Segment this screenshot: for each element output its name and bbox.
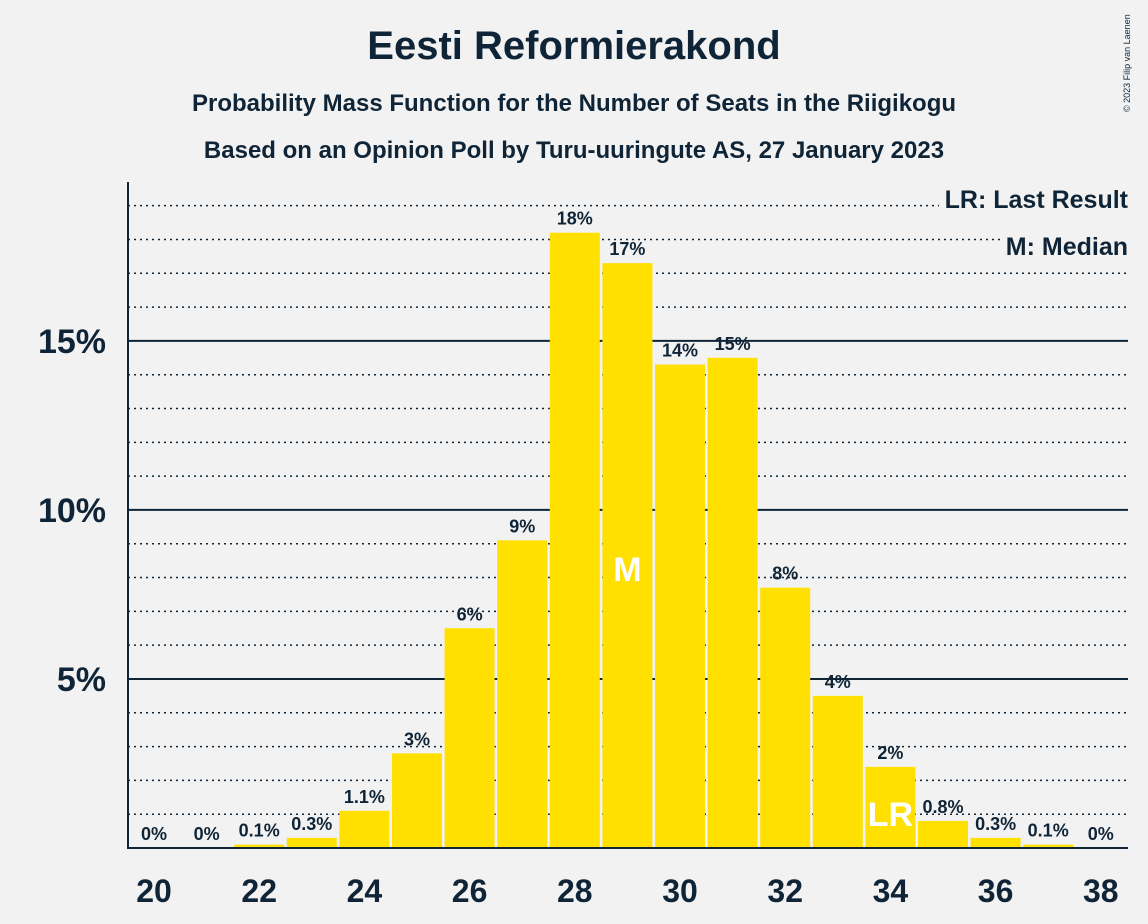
bar-27 <box>497 540 548 848</box>
y-tick-label: 15% <box>38 323 106 361</box>
bar-label-32: 8% <box>772 564 798 584</box>
bar-label-33: 4% <box>825 672 851 692</box>
chart-subtitle-source: Based on an Opinion Poll by Turu-uuringu… <box>203 137 945 164</box>
bar-label-34: 2% <box>877 743 903 763</box>
bar-label-20: 0% <box>141 824 167 844</box>
bar-22 <box>234 844 285 848</box>
bar-label-30: 14% <box>662 341 698 361</box>
bar-26 <box>444 628 495 848</box>
bar-label-29: 17% <box>609 239 645 259</box>
bar-label-24: 1.1% <box>344 787 385 807</box>
x-tick-label: 26 <box>452 873 488 909</box>
bar-30 <box>655 364 705 848</box>
bar-label-37: 0.1% <box>1028 821 1069 841</box>
y-tick-label: 5% <box>57 661 106 699</box>
x-tick-label: 38 <box>1083 873 1119 909</box>
bar-label-38: 0% <box>1088 824 1114 844</box>
median-marker: M <box>613 551 641 589</box>
bar-label-28: 18% <box>557 209 593 229</box>
last-result-marker: LR <box>868 796 913 834</box>
bar-29 <box>602 263 653 848</box>
x-tick-label: 30 <box>662 873 698 909</box>
bar-24 <box>339 810 390 848</box>
x-tick-label: 28 <box>557 873 593 909</box>
bar-label-36: 0.3% <box>975 814 1016 834</box>
bar-label-21: 0% <box>194 824 220 844</box>
bar-33 <box>812 695 863 848</box>
x-tick-label: 32 <box>767 873 803 909</box>
bar-32 <box>760 587 811 848</box>
x-tick-label: 34 <box>873 873 909 909</box>
bar-label-22: 0.1% <box>239 821 280 841</box>
bar-31 <box>707 357 758 848</box>
bar-37 <box>1023 844 1074 848</box>
y-tick-label: 10% <box>38 492 106 530</box>
chart-subtitle: Probability Mass Function for the Number… <box>191 90 957 117</box>
legend-median: M: Median <box>999 233 1128 262</box>
bar-34 <box>865 766 916 848</box>
bar-35 <box>918 820 968 848</box>
bar-28 <box>549 232 600 848</box>
bar-36 <box>970 837 1021 848</box>
x-tick-label: 22 <box>241 873 277 909</box>
chart-title: Eesti Reformierakond <box>367 24 781 68</box>
x-tick-label: 24 <box>347 873 383 909</box>
legend-last-result: LR: Last Result <box>938 186 1128 215</box>
bar-label-31: 15% <box>715 334 751 354</box>
bar-label-26: 6% <box>457 604 483 624</box>
bar-label-25: 3% <box>404 729 430 749</box>
x-tick-label: 20 <box>136 873 172 909</box>
bar-23 <box>286 837 337 848</box>
bar-label-23: 0.3% <box>291 814 332 834</box>
bar-label-35: 0.8% <box>922 797 963 817</box>
bar-25 <box>392 753 442 848</box>
bar-label-27: 9% <box>509 516 535 536</box>
x-tick-label: 36 <box>978 873 1014 909</box>
